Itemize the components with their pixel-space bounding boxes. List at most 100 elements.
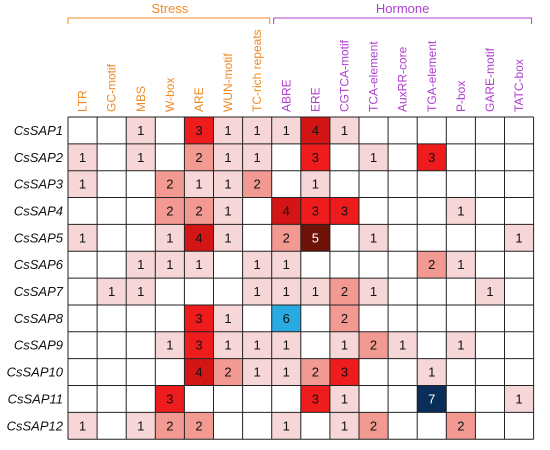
heatmap-cell: [271, 143, 301, 171]
heatmap-cell: [97, 197, 127, 225]
heatmap-cell: [155, 224, 185, 252]
heatmap-cell: [359, 143, 389, 171]
heatmap-cell: [504, 278, 534, 305]
heatmap-cell: [300, 117, 330, 144]
heatmap-cell: [388, 331, 418, 359]
heatmap-cell: [300, 278, 330, 305]
heatmap-cell: [359, 170, 389, 198]
heatmap-cell: [475, 304, 505, 332]
cell-value: 1: [108, 284, 115, 299]
cell-value: 1: [137, 284, 144, 299]
heatmap-cell: [504, 385, 534, 413]
heatmap-cell: [417, 251, 447, 279]
heatmap-cell: [213, 251, 243, 279]
heatmap-cell: [475, 251, 505, 279]
cell-value: 1: [283, 418, 290, 433]
heatmap-cell: [329, 117, 359, 144]
cell-value: 1: [283, 365, 290, 380]
cell-value: 5: [312, 230, 319, 245]
cell-value: 1: [370, 150, 377, 165]
heatmap-cell: [359, 385, 389, 413]
group-bracket-hormone: [273, 17, 533, 24]
column-label: TGA-element: [425, 40, 439, 112]
heatmap-cell: [126, 251, 156, 279]
heatmap-cell: [155, 412, 185, 440]
cell-value: 3: [428, 150, 435, 165]
heatmap-cell: [213, 117, 243, 144]
heatmap-cell: [446, 251, 476, 279]
cell-value: 1: [283, 284, 290, 299]
heatmap-cell: [359, 412, 389, 440]
heatmap-cell: [213, 304, 243, 332]
cell-value: 2: [312, 365, 319, 380]
heatmap-cell: [446, 412, 476, 440]
heatmap-cell: [271, 385, 301, 413]
cell-value: 1: [195, 177, 202, 192]
heatmap-cell: [271, 331, 301, 359]
cell-value: 3: [312, 203, 319, 218]
column-labels: LTR GC-motif MBS W-box ARE WUN-motif TC-rich r…: [76, 29, 526, 112]
heatmap-cell: [213, 224, 243, 252]
heatmap-cell: [300, 304, 330, 332]
heatmap-cell: [126, 278, 156, 305]
cell-value: 1: [283, 338, 290, 353]
column-label: P-box: [454, 81, 468, 112]
heatmap-cell: [271, 304, 301, 332]
cell-value: 2: [370, 418, 377, 433]
heatmap-cell: [388, 385, 418, 413]
heatmap-cell: [329, 385, 359, 413]
cell-value: 1: [224, 203, 231, 218]
cell-value: 1: [370, 230, 377, 245]
heatmap-cell: [213, 358, 243, 386]
group-label-stress: Stress: [151, 1, 188, 16]
heatmap-cell: [475, 385, 505, 413]
cell-value: 2: [283, 230, 290, 245]
heatmap-cell: [68, 224, 98, 252]
cell-value: 7: [428, 391, 435, 406]
heatmap-cell: [417, 304, 447, 332]
cell-value: 1: [137, 150, 144, 165]
heatmap-cell: [271, 251, 301, 279]
cell-value: 1: [79, 418, 86, 433]
heatmap-cell: [504, 143, 534, 171]
heatmap-cell: [417, 197, 447, 225]
heatmap-cell: [97, 331, 127, 359]
cell-value: 1: [224, 338, 231, 353]
heatmap-cell: [475, 197, 505, 225]
heatmap-cell: [504, 412, 534, 440]
column-label: ABRE: [279, 79, 293, 112]
heatmap-cell: [329, 412, 359, 440]
heatmap-cell: [184, 143, 214, 171]
heatmap-cell: [417, 412, 447, 440]
column-label: TCA-element: [367, 41, 381, 112]
heatmap-cell: [504, 224, 534, 252]
cell-value: 1: [79, 150, 86, 165]
group-headers: Stress Hormone: [67, 1, 533, 24]
heatmap-cell: [475, 170, 505, 198]
grid-lines: [67, 116, 535, 440]
heatmap-cell: [388, 197, 418, 225]
cell-value: 2: [195, 418, 202, 433]
heatmap-cell: [184, 224, 214, 252]
heatmap-cell: [359, 197, 389, 225]
heatmap-cell: [446, 304, 476, 332]
cell-value: 1: [195, 257, 202, 272]
heatmap-cell: [446, 224, 476, 252]
heatmap-cell: [388, 278, 418, 305]
column-label: GARE-motif: [483, 47, 497, 112]
heatmap-cell: [184, 251, 214, 279]
cell-value: 1: [428, 365, 435, 380]
row-label: CsSAP7: [14, 284, 64, 299]
cell-value: 4: [195, 230, 202, 245]
heatmap-cell: [329, 251, 359, 279]
heatmap-cell: [475, 331, 505, 359]
cell-value: 1: [137, 123, 144, 138]
heatmap-cell: [329, 170, 359, 198]
heatmap-cell: [271, 170, 301, 198]
heatmap-cell: [155, 143, 185, 171]
heatmap-cell: [68, 251, 98, 279]
heatmap-cell: [184, 170, 214, 198]
cell-value: 1: [370, 284, 377, 299]
heatmap-cell: [388, 170, 418, 198]
heatmap-cell: [68, 143, 98, 171]
